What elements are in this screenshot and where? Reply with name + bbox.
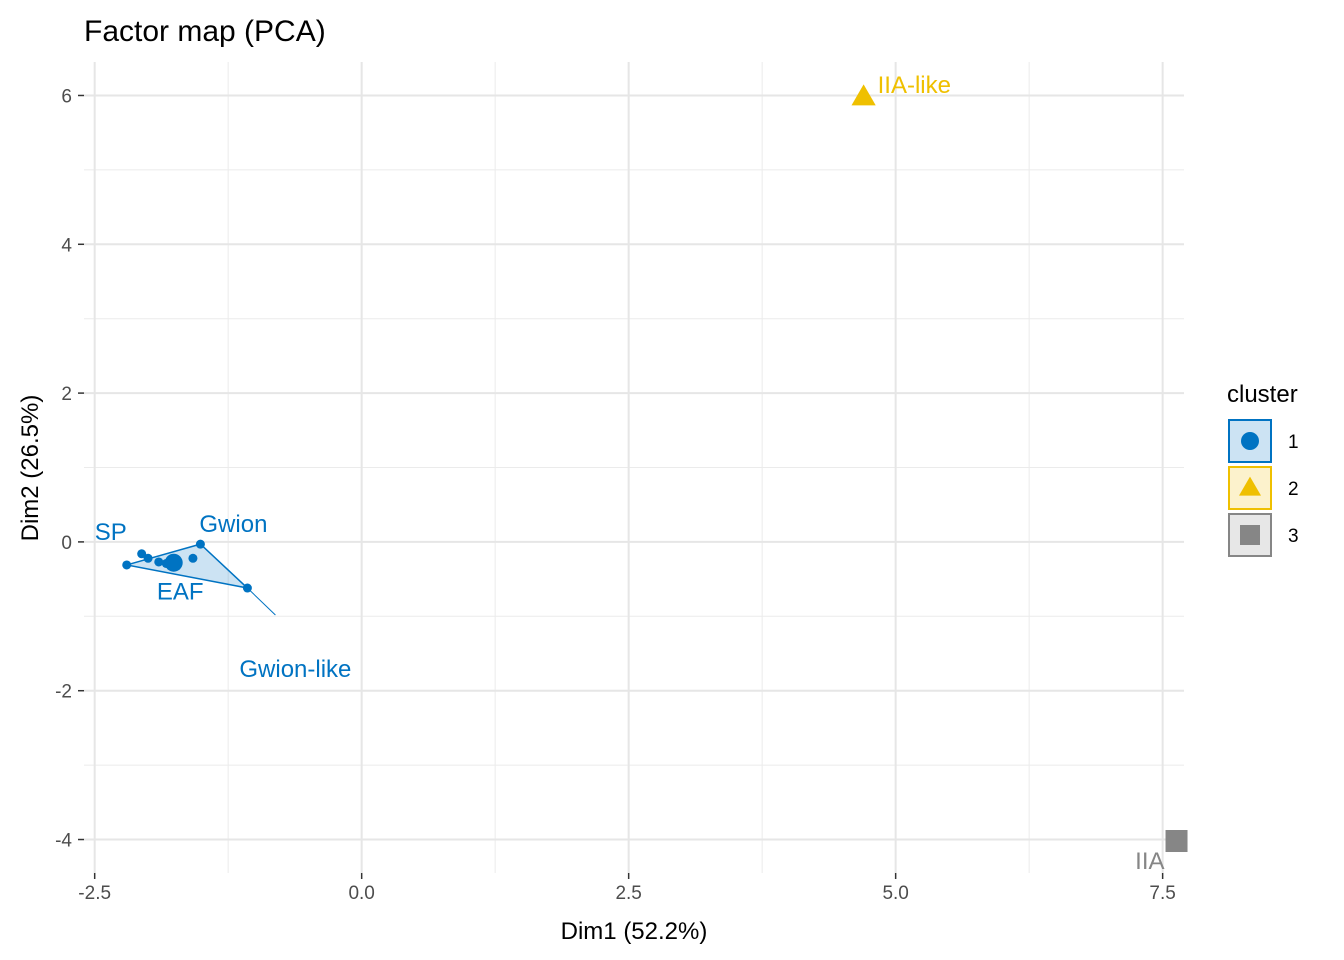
point-gwion	[195, 539, 205, 549]
y-axis-title: Dim2 (26.5%)	[17, 395, 44, 542]
cluster-1-centroid	[164, 553, 183, 572]
legend-title: cluster	[1227, 381, 1298, 408]
point-iia-like	[851, 84, 876, 106]
y-tick-label: 2	[61, 384, 72, 405]
x-tick-label: -2.5	[78, 883, 111, 904]
x-tick-label: 5.0	[882, 883, 908, 904]
cluster-hulls	[126, 543, 250, 590]
point-cluster-1	[137, 549, 147, 559]
data-points	[122, 84, 1188, 853]
legend-label-2: 2	[1288, 479, 1299, 500]
point-sp	[122, 560, 132, 570]
legend-circle-icon	[1241, 432, 1259, 450]
point-gwion-like	[242, 583, 252, 593]
point-label-eaf: EAF	[157, 578, 204, 605]
legend-square-icon	[1240, 525, 1260, 545]
y-tick-label: -4	[55, 831, 72, 852]
minor-grid	[84, 62, 1184, 873]
y-tick-label: -2	[55, 682, 72, 703]
point-cluster-1	[143, 553, 153, 563]
x-tick-label: 0.0	[348, 883, 374, 904]
chart-title: Factor map (PCA)	[84, 15, 326, 48]
point-label-iia-like: IIA-like	[878, 72, 951, 99]
major-grid	[84, 62, 1184, 873]
y-axis: -4 -2 0 2 4 6	[55, 86, 84, 852]
x-axis-title: Dim1 (52.2%)	[561, 918, 708, 945]
legend-label-1: 1	[1288, 432, 1299, 453]
x-tick-label: 7.5	[1149, 883, 1175, 904]
y-tick-label: 0	[61, 533, 72, 554]
x-axis: -2.5 0.0 2.5 5.0 7.5	[78, 873, 1176, 904]
point-label-iia: IIA	[1135, 848, 1164, 875]
legend-label-3: 3	[1288, 526, 1299, 547]
label-connector	[247, 587, 276, 616]
point-label-gwion-like: Gwion-like	[239, 656, 351, 683]
point-label-sp: SP	[95, 519, 127, 546]
point-cluster-1	[188, 553, 198, 563]
y-tick-label: 4	[61, 235, 72, 256]
point-labels: SP EAF Gwion Gwion-like IIA-like IIA	[95, 72, 1165, 875]
label-connectors	[247, 587, 276, 616]
legend: cluster 1 2 3	[1227, 381, 1299, 557]
point-label-gwion: Gwion	[199, 511, 267, 538]
legend-triangle-icon	[1238, 476, 1262, 496]
y-tick-label: 6	[61, 86, 72, 107]
point-iia	[1165, 830, 1188, 853]
x-tick-label: 2.5	[615, 883, 641, 904]
cluster-1-hull	[126, 543, 250, 590]
point-cluster-1	[154, 557, 164, 567]
